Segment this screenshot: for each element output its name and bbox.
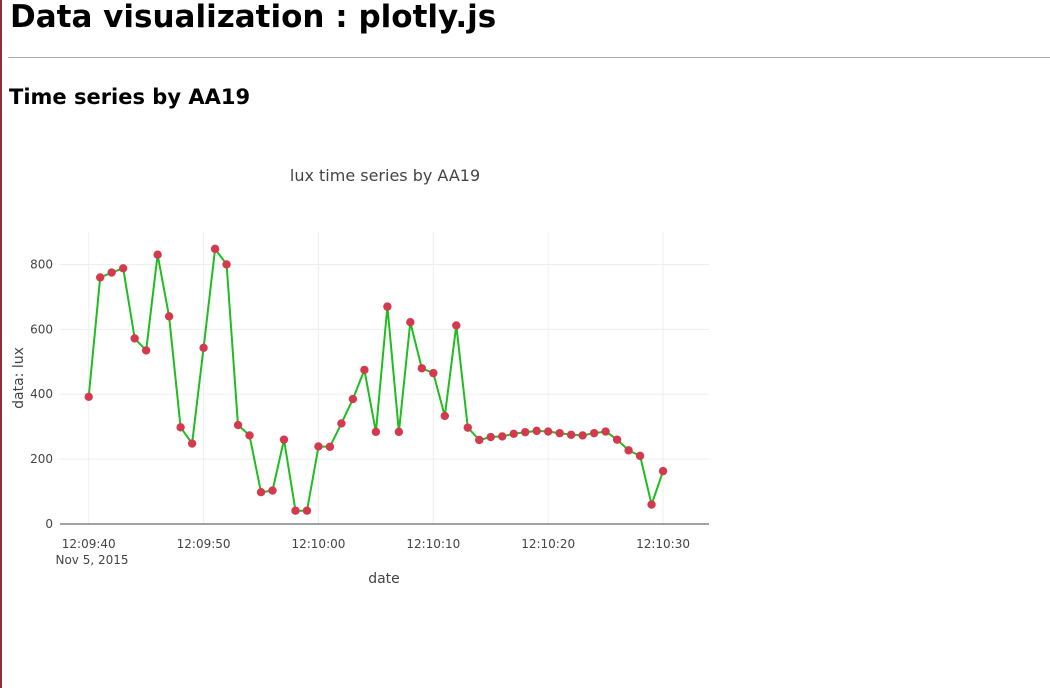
data-point[interactable] [84, 392, 93, 402]
data-point[interactable] [141, 346, 151, 355]
data-point[interactable] [635, 451, 645, 461]
data-point[interactable] [210, 244, 220, 254]
data-point[interactable] [153, 250, 162, 259]
page-title: Data visualization : plotly.js [10, 0, 497, 35]
data-point[interactable] [130, 334, 139, 343]
window-left-edge [0, 0, 2, 688]
data-point[interactable] [245, 431, 254, 440]
data-point[interactable] [509, 429, 518, 439]
data-point[interactable] [222, 260, 231, 269]
data-point[interactable] [107, 268, 116, 277]
data-point[interactable] [647, 500, 656, 509]
data-point[interactable] [658, 466, 668, 476]
section-title: Time series by AA19 [9, 85, 251, 109]
data-point[interactable] [589, 428, 599, 438]
x-axis-title: date [368, 571, 400, 587]
data-point[interactable] [291, 506, 300, 515]
data-point[interactable] [612, 435, 622, 444]
data-point[interactable] [164, 312, 174, 321]
y-tick-label: 600 [30, 322, 53, 336]
grid-lines [60, 232, 709, 524]
data-point[interactable] [543, 427, 553, 436]
data-point[interactable] [371, 427, 381, 437]
data-point[interactable] [187, 439, 197, 448]
x-tick-label: 12:10:30 [636, 537, 690, 551]
x-date-label: Nov 5, 2015 [55, 553, 128, 567]
data-point[interactable] [383, 302, 392, 311]
data-point[interactable] [440, 411, 450, 421]
data-point[interactable] [486, 432, 495, 442]
data-point[interactable] [96, 273, 105, 282]
series-line [87, 247, 665, 512]
data-point[interactable] [302, 506, 312, 515]
data-point[interactable] [555, 428, 564, 438]
data-point[interactable] [176, 423, 185, 432]
data-point[interactable] [256, 488, 266, 497]
y-tick-label: 800 [30, 257, 53, 271]
data-point[interactable] [199, 343, 208, 353]
data-point[interactable] [279, 435, 289, 444]
data-point[interactable] [360, 365, 369, 375]
data-point[interactable] [532, 426, 541, 436]
data-point[interactable] [578, 431, 587, 440]
data-point[interactable] [498, 432, 507, 441]
x-tick-label: 12:09:50 [177, 537, 231, 551]
data-point[interactable] [337, 419, 346, 428]
series-lux [84, 244, 668, 515]
data-point[interactable] [118, 264, 128, 273]
data-point[interactable] [417, 364, 427, 373]
data-point[interactable] [566, 430, 576, 439]
x-tick-label: 12:10:10 [406, 537, 460, 551]
data-point[interactable] [394, 427, 404, 437]
data-point[interactable] [406, 317, 415, 327]
y-tick-label: 200 [30, 452, 53, 466]
x-tick-label: 12:10:20 [521, 537, 575, 551]
data-point[interactable] [233, 420, 243, 430]
y-tick-label: 400 [30, 387, 53, 401]
x-tick-label: 12:10:00 [291, 537, 345, 551]
x-tick-label: 12:09:40 [62, 537, 116, 551]
y-tick-labels: 0 200 400 600 800 [30, 257, 53, 531]
data-point[interactable] [268, 486, 277, 495]
data-point[interactable] [521, 427, 530, 437]
data-point[interactable] [475, 435, 484, 445]
x-tick-labels: 12:09:40 12:09:50 12:10:00 12:10:10 12:10:20… [62, 537, 690, 551]
horizontal-rule [8, 57, 1050, 58]
data-point[interactable] [429, 368, 438, 378]
data-point[interactable] [348, 394, 358, 404]
y-tick-label: 0 [45, 517, 53, 531]
data-point[interactable] [463, 423, 472, 432]
data-point[interactable] [601, 427, 610, 436]
data-point[interactable] [314, 442, 323, 451]
data-point[interactable] [325, 442, 335, 451]
y-axis-title: data: lux [11, 347, 27, 409]
chart-title: lux time series by AA19 [290, 166, 480, 185]
data-point[interactable] [452, 321, 461, 330]
data-point[interactable] [624, 446, 633, 455]
